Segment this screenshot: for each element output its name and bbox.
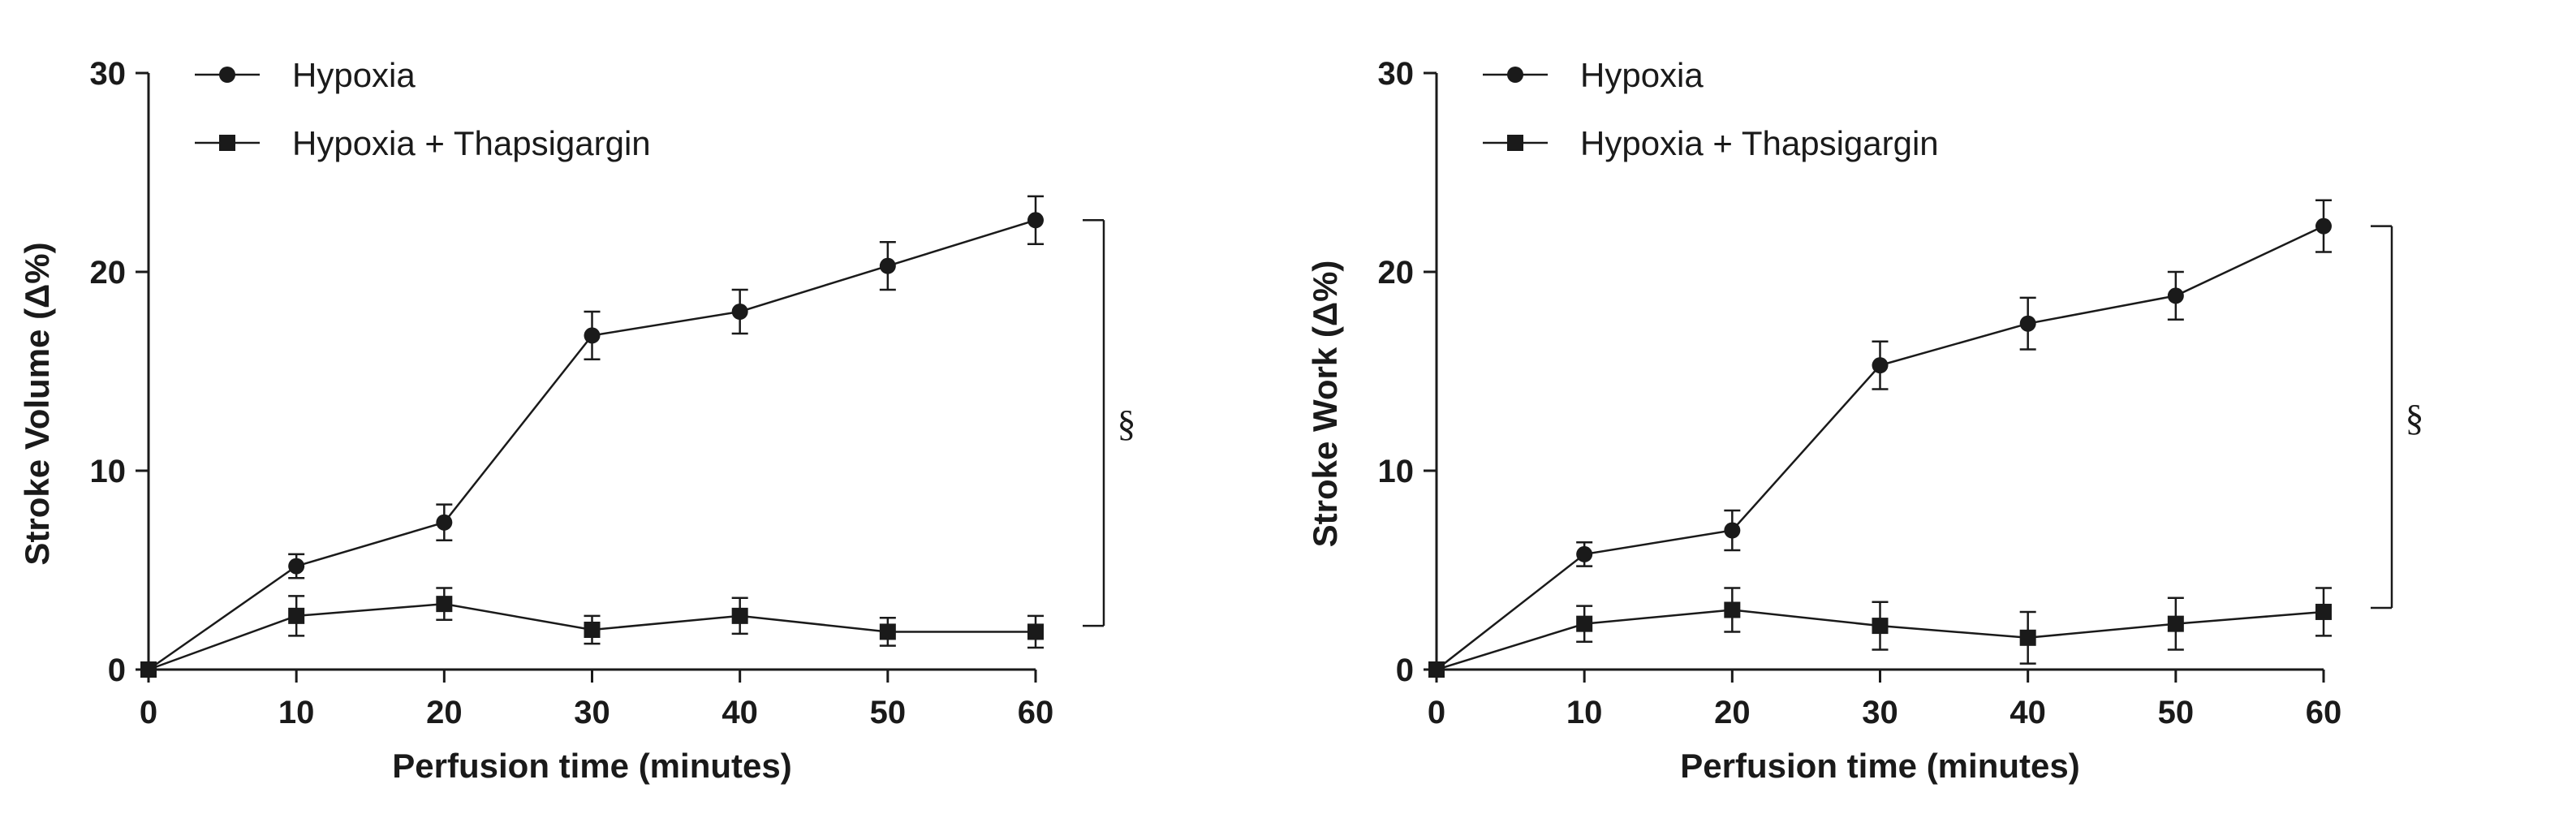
- x-tick-label: 40: [2010, 695, 2046, 730]
- x-tick-label: 20: [426, 695, 463, 730]
- hypoxia-data-point: [436, 514, 453, 531]
- hypoxia-data-point: [2167, 287, 2184, 304]
- significance-symbol: §: [2406, 397, 2424, 438]
- y-tick-label: 20: [90, 255, 127, 291]
- legend-thapsigargin-label: Hypoxia + Thapsigargin: [292, 124, 651, 162]
- stroke-volume-chart-svg: 0 10 20 30 0 10 20 30 40 50 60 Perfusion time (minu…: [18, 56, 1136, 785]
- y-axis-title: Stroke Volume (Δ%): [18, 242, 56, 565]
- hypoxia-data-point: [288, 558, 305, 575]
- hypoxia-data-point: [1576, 545, 1593, 562]
- x-tick-label: 40: [722, 695, 758, 730]
- thapsigargin-data-point: [288, 607, 305, 624]
- thapsigargin-data-point: [731, 607, 748, 624]
- y-tick-label: 0: [1396, 653, 1414, 688]
- y-tick-label: 10: [90, 454, 127, 489]
- y-tick-label: 20: [1378, 255, 1415, 291]
- x-tick-label: 10: [278, 695, 315, 730]
- x-tick-label: 30: [574, 695, 610, 730]
- hypoxia-data-point: [879, 257, 896, 274]
- thapsigargin-data-point: [436, 596, 453, 613]
- thapsigargin-data-point: [2315, 603, 2332, 620]
- x-tick-label: 20: [1714, 695, 1751, 730]
- thapsigargin-data-point: [1872, 618, 1889, 635]
- x-tick-label: 10: [1566, 695, 1603, 730]
- x-tick-label: 0: [1428, 695, 1445, 730]
- legend-hypoxia-label: Hypoxia: [1580, 56, 1704, 94]
- y-axis-title: Stroke Work (Δ%): [1306, 261, 1344, 548]
- x-axis-title: Perfusion time (minutes): [392, 747, 791, 785]
- thapsigargin-data-point: [140, 661, 157, 678]
- stroke-volume-chart: 0 10 20 30 0 10 20 30 40 50 60 Perfusion time (minu…: [18, 56, 1136, 785]
- significance-symbol: §: [1118, 403, 1136, 444]
- hypoxia-data-point: [1027, 212, 1044, 229]
- y-tick-label: 30: [90, 56, 127, 92]
- x-axis-title: Perfusion time (minutes): [1680, 747, 2079, 785]
- hypoxia-data-point: [2315, 218, 2332, 235]
- y-tick-label: 30: [1378, 56, 1415, 92]
- hypoxia-data-point: [731, 304, 748, 320]
- x-tick-label: 50: [870, 695, 907, 730]
- hypoxia-data-point: [1872, 357, 1889, 374]
- legend-hypoxia-marker: [1507, 67, 1523, 83]
- x-tick-label: 60: [1018, 695, 1054, 730]
- legend-thapsigargin-label: Hypoxia + Thapsigargin: [1580, 124, 1939, 162]
- thapsigargin-data-point: [1724, 601, 1741, 618]
- y-tick-label: 10: [1378, 454, 1415, 489]
- legend-thapsigargin-marker: [1507, 135, 1523, 151]
- x-tick-label: 60: [2306, 695, 2342, 730]
- thapsigargin-data-point: [1428, 661, 1445, 678]
- legend-hypoxia-marker: [219, 67, 235, 83]
- hypoxia-data-point: [2019, 315, 2036, 332]
- y-tick-label: 0: [108, 653, 126, 688]
- x-tick-label: 0: [140, 695, 157, 730]
- hypoxia-data-point: [584, 327, 601, 344]
- thapsigargin-data-point: [879, 623, 896, 640]
- x-tick-label: 30: [1862, 695, 1898, 730]
- x-tick-label: 50: [2158, 695, 2195, 730]
- thapsigargin-data-point: [2167, 615, 2184, 632]
- hypoxia-series-line: [148, 219, 1036, 671]
- thapsigargin-data-point: [2019, 629, 2036, 646]
- hypoxia-data-point: [1724, 522, 1741, 539]
- thapsigargin-data-point: [1027, 623, 1044, 640]
- stroke-work-chart: 0 10 20 30 0 10 20 30 40 50 60 Perfusion time (minu…: [1288, 0, 2576, 827]
- legend-hypoxia-label: Hypoxia: [292, 56, 416, 94]
- thapsigargin-data-point: [1576, 615, 1593, 632]
- stroke-work-chart-svg: 0 10 20 30 0 10 20 30 40 50 60 Perfusion time (minu…: [1306, 56, 2424, 785]
- thapsigargin-data-point: [584, 622, 601, 638]
- legend-thapsigargin-marker: [219, 135, 235, 151]
